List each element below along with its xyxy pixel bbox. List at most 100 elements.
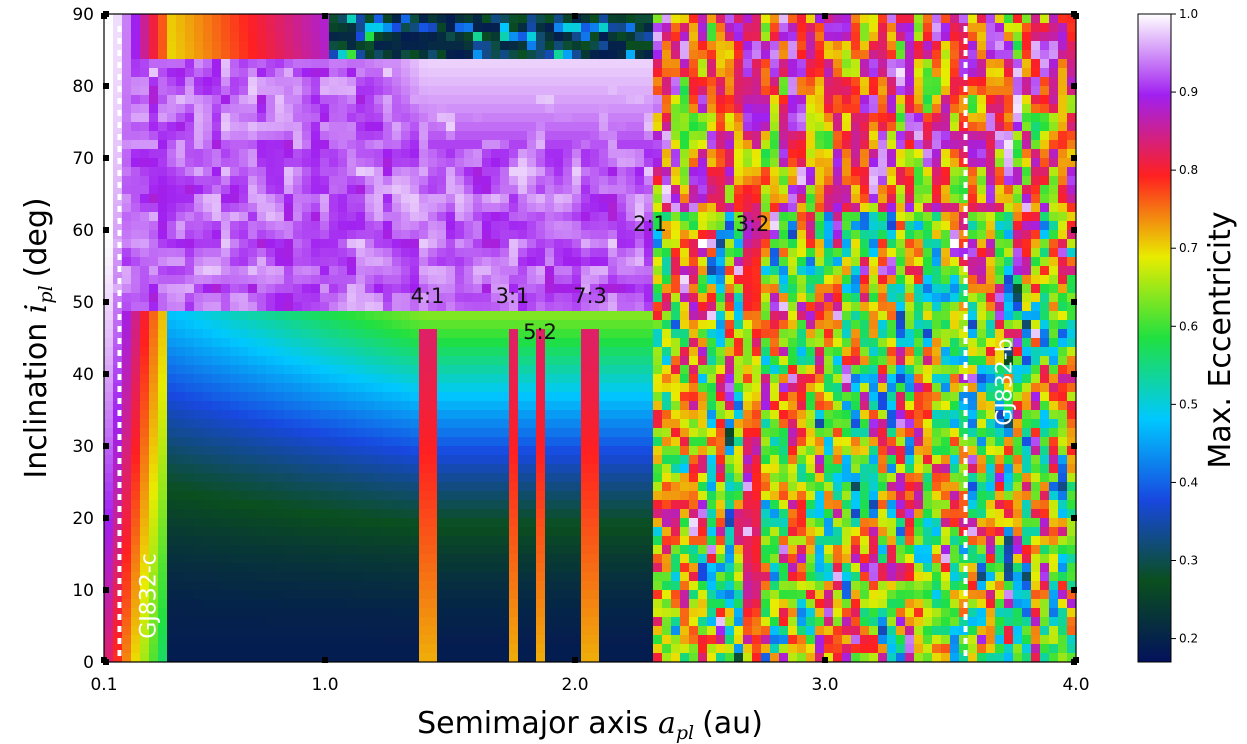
heatmap-cell	[716, 203, 726, 213]
heatmap-cell	[113, 68, 123, 78]
heatmap-cell	[383, 338, 393, 348]
heatmap-cell	[617, 131, 627, 141]
heatmap-cell	[401, 14, 411, 24]
heatmap-cell	[374, 194, 384, 204]
heatmap-cell	[284, 212, 294, 222]
heatmap-cell	[824, 203, 834, 213]
heatmap-cell	[1004, 41, 1014, 51]
heatmap-cell	[995, 338, 1005, 348]
heatmap-cell	[941, 374, 951, 384]
heatmap-cell	[707, 347, 717, 357]
heatmap-cell	[203, 194, 213, 204]
heatmap-cell	[365, 68, 375, 78]
heatmap-cell	[311, 257, 321, 267]
heatmap-cell	[869, 401, 879, 411]
heatmap-cell	[923, 41, 933, 51]
heatmap-cell	[473, 149, 483, 159]
heatmap-cell	[536, 329, 546, 339]
heatmap-cell	[419, 293, 429, 303]
heatmap-cell	[419, 104, 429, 114]
heatmap-cell	[248, 410, 258, 420]
heatmap-cell	[599, 185, 609, 195]
heatmap-cell	[455, 158, 465, 168]
heatmap-cell	[437, 140, 447, 150]
heatmap-cell	[167, 356, 177, 366]
heatmap-cell	[950, 185, 960, 195]
heatmap-cell	[527, 275, 537, 285]
heatmap-cell	[779, 266, 789, 276]
heatmap-cell	[1040, 338, 1050, 348]
heatmap-cell	[725, 122, 735, 132]
heatmap-cell	[941, 167, 951, 177]
heatmap-cell	[455, 59, 465, 69]
heatmap-cell	[356, 14, 366, 24]
heatmap-cell	[779, 410, 789, 420]
heatmap-cell	[914, 419, 924, 429]
heatmap-cell	[1004, 212, 1014, 222]
heatmap-cell	[905, 410, 915, 420]
heatmap-cell	[797, 383, 807, 393]
heatmap-cell	[887, 131, 897, 141]
heatmap-cell	[230, 131, 240, 141]
heatmap-cell	[1031, 374, 1041, 384]
heatmap-cell	[221, 23, 231, 33]
heatmap-cell	[131, 374, 141, 384]
heatmap-cell	[203, 158, 213, 168]
heatmap-cell	[671, 167, 681, 177]
heatmap-cell	[266, 311, 276, 321]
heatmap-cell	[833, 284, 843, 294]
heatmap-cell	[176, 320, 186, 330]
heatmap-cell	[509, 374, 519, 384]
heatmap-cell	[248, 14, 258, 24]
heatmap-cell	[896, 347, 906, 357]
heatmap-cell	[896, 77, 906, 87]
heatmap-cell	[527, 86, 537, 96]
heatmap-cell	[437, 329, 447, 339]
heatmap-cell	[752, 383, 762, 393]
heatmap-cell	[347, 338, 357, 348]
heatmap-cell	[473, 275, 483, 285]
heatmap-cell	[230, 284, 240, 294]
heatmap-cell	[914, 230, 924, 240]
heatmap-cell	[851, 221, 861, 231]
heatmap-cell	[374, 419, 384, 429]
heatmap-cell	[329, 347, 339, 357]
heatmap-cell	[437, 347, 447, 357]
heatmap-cell	[284, 203, 294, 213]
heatmap-cell	[536, 140, 546, 150]
heatmap-cell	[824, 410, 834, 420]
heatmap-cell	[275, 383, 285, 393]
heatmap-cell	[788, 41, 798, 51]
heatmap-cell	[203, 248, 213, 258]
heatmap-cell	[455, 365, 465, 375]
heatmap-cell	[140, 113, 150, 123]
heatmap-cell	[833, 203, 843, 213]
heatmap-cell	[1004, 410, 1014, 420]
heatmap-cell	[293, 140, 303, 150]
heatmap-cell	[752, 419, 762, 429]
heatmap-cell	[383, 356, 393, 366]
heatmap-cell	[1049, 392, 1059, 402]
heatmap-cell	[1067, 365, 1076, 375]
heatmap-cell	[923, 32, 933, 42]
heatmap-cell	[365, 365, 375, 375]
heatmap-cell	[347, 68, 357, 78]
heatmap-cell	[554, 257, 564, 267]
heatmap-cell	[239, 275, 249, 285]
heatmap-cell	[437, 59, 447, 69]
heatmap-cell	[1022, 401, 1032, 411]
heatmap-cell	[1040, 113, 1050, 123]
heatmap-cell	[149, 95, 159, 105]
heatmap-cell	[734, 131, 744, 141]
heatmap-cell	[554, 14, 564, 24]
heatmap-cell	[680, 347, 690, 357]
heatmap-cell	[716, 374, 726, 384]
heatmap-cell	[185, 320, 195, 330]
heatmap-cell	[1049, 68, 1059, 78]
heatmap-cell	[707, 410, 717, 420]
heatmap-cell	[563, 365, 573, 375]
heatmap-cell	[149, 140, 159, 150]
heatmap-cell	[329, 194, 339, 204]
heatmap-cell	[968, 374, 978, 384]
heatmap-cell	[851, 401, 861, 411]
